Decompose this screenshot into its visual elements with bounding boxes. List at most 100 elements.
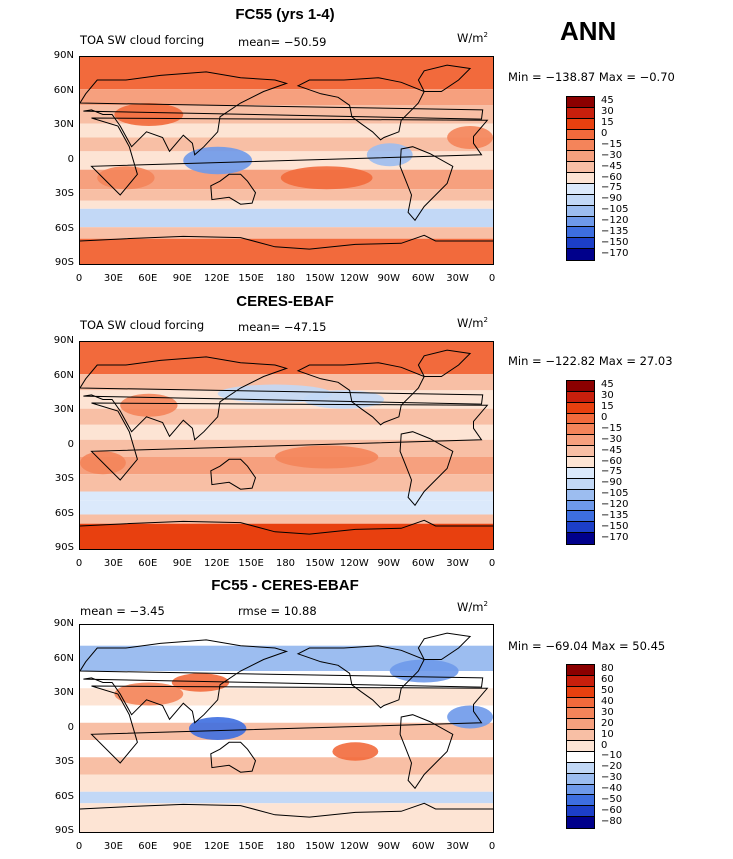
lon-tick-label: 0 (488, 558, 496, 569)
contour-band (80, 500, 493, 515)
lat-tick-label: 60S (54, 222, 74, 234)
lon-tick-label: 60E (138, 273, 158, 284)
colorbar-level-label: −150 (601, 236, 629, 248)
lat-tick-label: 30N (53, 119, 74, 130)
colorbar-swatch (567, 216, 594, 228)
colorbar-level-label: −45 (601, 444, 623, 456)
lon-tick-label: 90E (172, 841, 192, 852)
coastline (296, 362, 425, 426)
colorbar-level-label: −90 (601, 193, 623, 205)
colorbar-level-label: −45 (601, 160, 623, 172)
lon-tick-label: 0 (488, 273, 496, 284)
contour-region (332, 742, 379, 761)
colorbar-swatch (567, 249, 594, 260)
contour-band (80, 514, 493, 524)
colorbar-level-label: −170 (601, 247, 629, 259)
lat-tick-label: 60N (53, 369, 74, 381)
contour-band (80, 342, 493, 375)
colorbar-swatch (567, 446, 594, 458)
colorbar-swatch (567, 467, 594, 479)
colorbar-level-label: −20 (601, 761, 623, 773)
lon-tick-label: 60E (138, 841, 158, 852)
colorbar-swatch (567, 795, 594, 807)
minmax-label: Min = −122.82 Max = 27.03 (508, 354, 673, 368)
minmax-label: Min = −69.04 Max = 50.45 (508, 639, 666, 653)
minmax-label: Min = −138.87 Max = −0.70 (508, 70, 675, 84)
colorbar-swatch (567, 107, 594, 119)
lon-tick-label: 60W (411, 273, 435, 284)
coastline (210, 458, 257, 490)
colorbar-swatch (567, 741, 594, 752)
contour-region (171, 673, 230, 692)
colorbar-level-label: −90 (601, 477, 623, 489)
contour-map (79, 341, 494, 550)
colorbar-swatch (567, 173, 594, 184)
mean-label: mean= −50.59 (238, 35, 327, 49)
colorbar-swatch (567, 129, 594, 141)
contour-band (80, 208, 493, 228)
coastline (296, 645, 425, 709)
contour-band (80, 137, 493, 152)
lat-tick-label: 60N (53, 84, 74, 96)
colorbar-level-label: 20 (601, 717, 614, 729)
colorbar-swatch (567, 227, 594, 239)
colorbar (566, 380, 595, 545)
colorbar-level-label: −30 (601, 149, 623, 161)
contour-region (120, 393, 178, 417)
lat-tick-label: 90S (54, 542, 74, 553)
colorbar-level-label: 60 (601, 674, 614, 686)
lon-tick-label: 30W (446, 558, 469, 569)
contour-region (183, 146, 253, 175)
lat-tick-label: 30N (53, 404, 74, 415)
lon-tick-label: 120W (339, 841, 369, 852)
coastline (90, 402, 489, 481)
contour-band (80, 374, 493, 391)
coastline (417, 632, 472, 660)
lat-tick-label: 30S (54, 188, 74, 199)
colorbar-level-label: −15 (601, 422, 623, 434)
colorbar-swatch (567, 391, 594, 403)
season-label: ANN (560, 16, 617, 46)
colorbar-swatch (567, 533, 594, 544)
colorbar-level-label: 0 (601, 412, 608, 424)
contour-band (80, 474, 493, 492)
colorbar-swatch (567, 435, 594, 447)
lat-tick-label: 0 (67, 721, 74, 733)
lat-tick-label: 30N (53, 687, 74, 698)
lon-tick-label: 120W (339, 273, 369, 284)
contour-band (80, 791, 493, 804)
mean-label: mean= −47.15 (238, 320, 327, 334)
lon-tick-label: 180 (275, 841, 296, 852)
colorbar-swatch (567, 97, 594, 108)
coastline (90, 117, 489, 196)
colorbar-swatch (567, 511, 594, 523)
contour-region (97, 166, 155, 190)
lon-tick-label: 90E (172, 558, 192, 569)
map-svg (80, 57, 493, 264)
panel-title: CERES-EBAF (236, 293, 334, 310)
lon-tick-label: 30W (446, 841, 469, 852)
coastline (80, 519, 493, 535)
colorbar-level-label: 30 (601, 706, 614, 718)
lon-tick-label: 150W (305, 273, 335, 284)
units-label: W/m2 (457, 316, 488, 330)
colorbar-swatch (567, 675, 594, 687)
units-label: W/m2 (457, 600, 488, 614)
colorbar-level-label: 15 (601, 117, 614, 129)
colorbar-swatch (567, 183, 594, 195)
lon-tick-label: 150E (238, 273, 264, 284)
units-label: W/m2 (457, 31, 488, 45)
contour-band (80, 523, 493, 549)
colorbar-level-label: −150 (601, 520, 629, 532)
lon-tick-label: 60E (138, 558, 158, 569)
contour-band (80, 740, 493, 758)
colorbar-level-label: −60 (601, 804, 623, 816)
contour-band (80, 189, 493, 201)
coastline (80, 639, 484, 724)
colorbar-level-label: −60 (601, 171, 623, 183)
colorbar-swatch (567, 151, 594, 163)
contour-band (80, 803, 493, 832)
lon-tick-label: 150E (238, 558, 264, 569)
colorbar-swatch (567, 730, 594, 742)
contour-band (80, 757, 493, 775)
